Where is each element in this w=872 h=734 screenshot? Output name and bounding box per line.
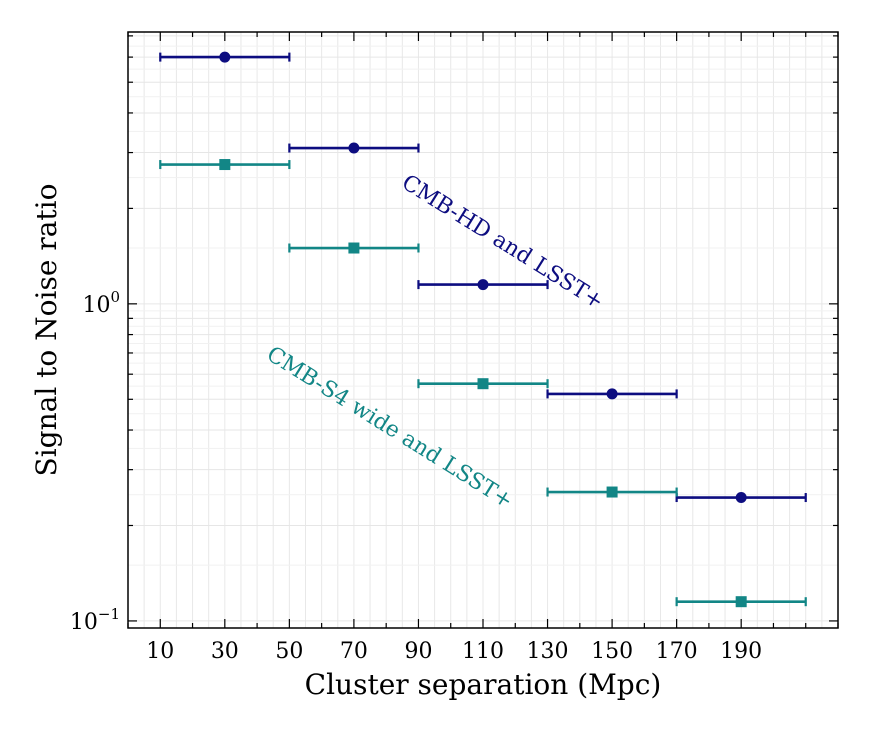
minor-ticks [127, 32, 839, 628]
data-point-circle [735, 492, 747, 504]
data-point-square [735, 596, 747, 608]
x-tick-label: 170 [656, 639, 698, 664]
data-point-circle [606, 388, 618, 400]
data-point-square [606, 486, 618, 498]
plot-frame [127, 31, 839, 629]
grid-lines [127, 32, 839, 629]
series-layer [159, 51, 807, 608]
y-axis-label: Signal to Noise ratio [30, 184, 63, 477]
x-tick-label: 150 [591, 639, 633, 664]
x-tick-label: 30 [211, 639, 239, 664]
annotation-cmb-hd: CMB-HD and LSST+ [397, 170, 608, 315]
x-axis-label: Cluster separation (Mpc) [305, 668, 662, 701]
x-tick-label: 10 [146, 639, 174, 664]
series-0 [159, 51, 807, 504]
data-point-square [219, 159, 231, 171]
x-tick-label: 90 [404, 639, 432, 664]
y-tick-label: 100 [82, 288, 120, 318]
x-tick-label: 50 [275, 639, 303, 664]
data-point-circle [219, 51, 231, 63]
data-point-circle [348, 142, 360, 154]
data-point-circle [477, 279, 489, 291]
major-ticks [128, 32, 838, 628]
y-tick-label: 10−1 [70, 605, 120, 635]
data-point-square [477, 378, 489, 390]
x-tick-label: 130 [527, 639, 569, 664]
series-1 [159, 159, 807, 608]
annotation-cmb-s4: CMB-S4 wide and LSST+ [262, 342, 517, 514]
x-tick-label: 110 [462, 639, 504, 664]
y-tick-labels: 100 10−1 [70, 288, 120, 635]
x-tick-label: 190 [720, 639, 762, 664]
x-tick-label: 70 [340, 639, 368, 664]
data-point-square [348, 242, 360, 254]
x-tick-labels: 10 30 50 70 90 110 130 150 170 190 [146, 639, 762, 664]
